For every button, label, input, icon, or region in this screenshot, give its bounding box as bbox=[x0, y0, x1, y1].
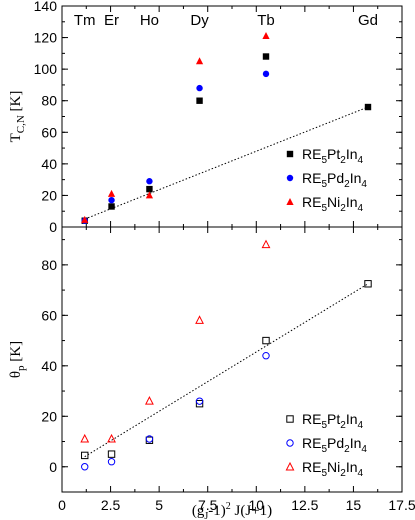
data-point-s1 bbox=[262, 70, 270, 78]
x-axis-label: (gJ-1)2 J(J+1) bbox=[192, 501, 272, 520]
y-tick-label: 0 bbox=[49, 219, 57, 235]
x-tick-label: 5 bbox=[155, 497, 163, 513]
element-label: Er bbox=[104, 12, 119, 29]
data-point-s0 bbox=[364, 280, 372, 288]
plot-frame-bottom bbox=[61, 226, 403, 493]
y-tick-label: 120 bbox=[34, 30, 58, 46]
data-point-s0 bbox=[146, 185, 153, 193]
data-point-s2 bbox=[261, 239, 271, 249]
y-tick-label: 40 bbox=[41, 358, 57, 374]
legend-label: RE5Pt2In4 bbox=[302, 146, 364, 166]
legend-marker bbox=[286, 415, 294, 423]
data-point-s1 bbox=[107, 458, 116, 466]
data-point-s1 bbox=[145, 435, 154, 443]
data-point-s2 bbox=[195, 57, 204, 65]
data-marks-top bbox=[81, 31, 372, 224]
y-axis-label-top: TC,N [K] bbox=[8, 91, 27, 143]
panel-top: 0 20 40 60 80 100 120 140 Tm Er Ho Dy Tb Gd RE5Pt2In… bbox=[8, 0, 403, 235]
data-point-s0 bbox=[364, 103, 372, 111]
data-point-s1 bbox=[146, 178, 153, 185]
element-labels: Tm Er Ho Dy Tb Gd bbox=[74, 12, 378, 29]
x-tick-label: 12.5 bbox=[291, 497, 318, 513]
x-tick-label: 2.5 bbox=[101, 497, 121, 513]
data-point-s2 bbox=[107, 433, 116, 443]
data-point-s1 bbox=[262, 352, 270, 360]
element-label: Tb bbox=[257, 12, 275, 29]
y-ticks-bottom: 0 20 40 60 80 bbox=[41, 239, 402, 493]
y-axis-label-bottom: θp [K] bbox=[8, 341, 27, 378]
x-tick-label: 15 bbox=[346, 497, 362, 513]
data-point-s0 bbox=[195, 399, 204, 408]
y-tick-label: 140 bbox=[34, 0, 58, 14]
trendline-bottom bbox=[84, 283, 369, 458]
data-point-s1 bbox=[195, 397, 204, 405]
panel-bottom: 0 20 40 60 80 0 2.5 5 7.5 10 12.5 15 17.5 RE5Pt2In4… bbox=[8, 226, 415, 520]
legend-label: RE5Ni2In4 bbox=[302, 459, 364, 479]
y-tick-label: 60 bbox=[41, 307, 57, 323]
legend-top: RE5Pt2In4 RE5Pd2In4 RE5Ni2In4 bbox=[286, 146, 367, 214]
data-point-s0 bbox=[262, 53, 270, 60]
legend-bottom: RE5Pt2In4 RE5Pd2In4 RE5Ni2In4 bbox=[285, 411, 367, 479]
legend-marker bbox=[286, 439, 294, 447]
legend-marker bbox=[285, 461, 295, 471]
x-tick-label: 17.5 bbox=[388, 497, 415, 513]
y-tick-label: 0 bbox=[49, 459, 57, 475]
data-point-s1 bbox=[81, 463, 89, 471]
data-point-s0 bbox=[108, 203, 115, 210]
x-tick-label: 10 bbox=[248, 497, 264, 513]
legend-label: RE5Ni2In4 bbox=[302, 194, 364, 214]
legend-label: RE5Pd2In4 bbox=[302, 170, 367, 190]
y-tick-label: 60 bbox=[41, 124, 57, 140]
x-ticks-bottom: 0 2.5 5 7.5 10 12.5 15 17.5 bbox=[58, 227, 415, 513]
data-point-s0 bbox=[262, 336, 270, 345]
data-point-s2 bbox=[262, 31, 270, 39]
y-tick-label: 80 bbox=[41, 93, 57, 109]
data-point-s1 bbox=[108, 196, 115, 204]
data-point-s0 bbox=[81, 451, 89, 460]
element-label: Ho bbox=[140, 12, 159, 29]
x-tick-label: 7.5 bbox=[198, 497, 218, 513]
data-point-s2 bbox=[80, 433, 90, 443]
data-point-s0 bbox=[196, 97, 203, 104]
element-label: Gd bbox=[358, 12, 378, 29]
legend-marker bbox=[286, 174, 294, 182]
data-marks-bottom bbox=[80, 239, 372, 471]
y-tick-label: 80 bbox=[41, 257, 57, 273]
legend-marker bbox=[286, 150, 294, 158]
legend-label: RE5Pd2In4 bbox=[302, 435, 367, 455]
data-point-s2 bbox=[81, 215, 89, 223]
trendline bbox=[84, 283, 369, 458]
data-point-s0 bbox=[107, 450, 116, 458]
data-point-s2 bbox=[195, 315, 204, 324]
y-tick-label: 20 bbox=[41, 187, 57, 203]
y-ticks-top: 0 20 40 60 80 100 120 140 bbox=[34, 0, 402, 235]
element-label: Dy bbox=[190, 12, 209, 29]
y-tick-label: 20 bbox=[41, 408, 57, 424]
y-tick-label: 40 bbox=[41, 156, 57, 172]
x-tick-label: 0 bbox=[58, 497, 66, 513]
data-point-s2 bbox=[145, 396, 154, 405]
y-tick-label: 100 bbox=[34, 61, 58, 77]
data-point-s2 bbox=[145, 191, 154, 199]
data-point-s1 bbox=[196, 84, 203, 92]
element-label: Tm bbox=[74, 12, 96, 29]
data-point-s2 bbox=[107, 189, 116, 197]
legend-label: RE5Pt2In4 bbox=[302, 411, 364, 431]
legend-marker bbox=[286, 198, 294, 205]
